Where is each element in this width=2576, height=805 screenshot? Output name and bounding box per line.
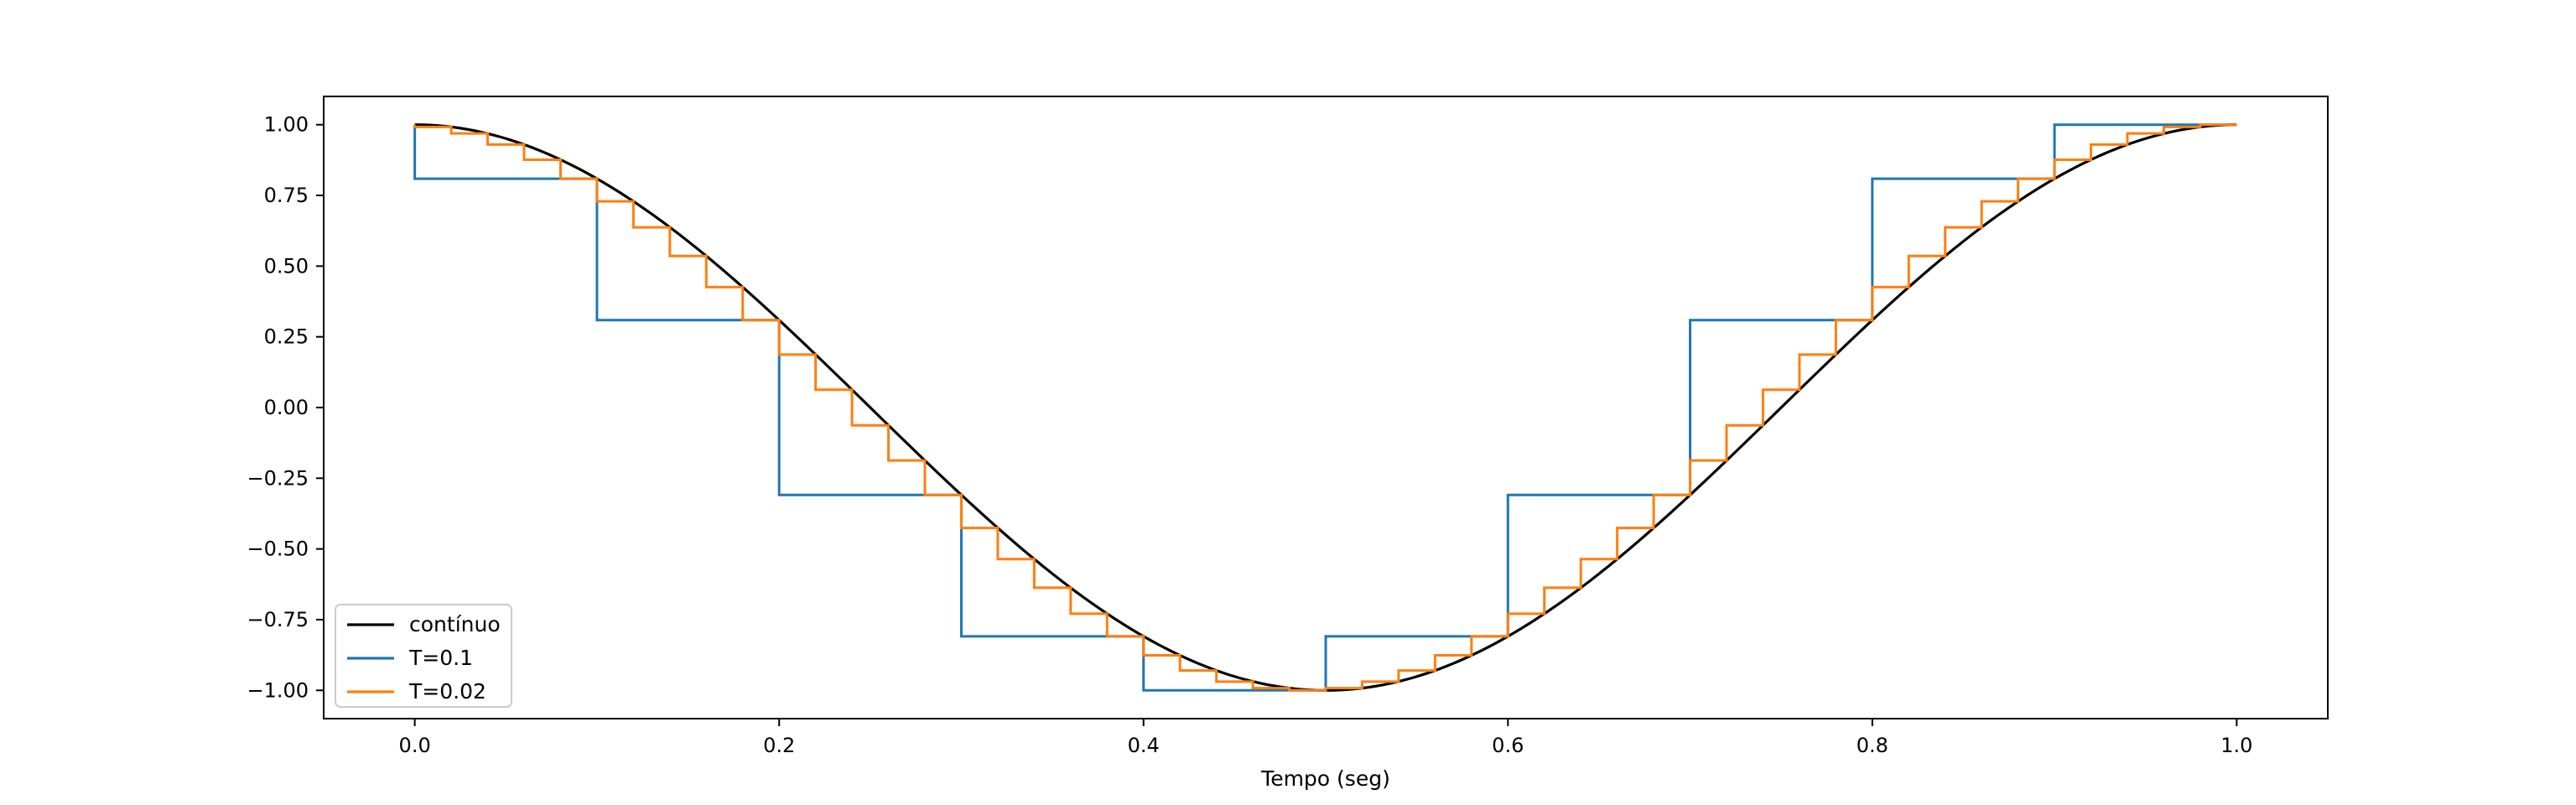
y-tick-label: −1.00 xyxy=(247,678,309,702)
x-tick-label: 0.4 xyxy=(1128,734,1160,757)
x-tick-label: 0.8 xyxy=(1857,734,1888,757)
plot-area xyxy=(413,123,2237,692)
legend-label-2: T=0.1 xyxy=(408,646,473,670)
x-axis-ticks: 0.0 0.2 0.4 0.6 0.8 1.0 xyxy=(399,719,2252,757)
x-tick-label: 0.6 xyxy=(1492,734,1524,757)
x-tick-label: 1.0 xyxy=(2220,734,2252,757)
plot-frame xyxy=(323,96,2329,719)
y-tick-label: 0.25 xyxy=(264,325,309,349)
x-tick-label: 0.0 xyxy=(399,734,431,757)
y-tick-label: −0.75 xyxy=(247,608,309,631)
legend-label-1: contínuo xyxy=(409,612,501,636)
legend-label-3: T=0.02 xyxy=(408,679,486,704)
series-line-3 xyxy=(413,123,2237,692)
y-tick-label: 0.50 xyxy=(264,254,309,278)
y-tick-label: 0.75 xyxy=(264,184,309,207)
y-tick-label: 0.00 xyxy=(264,396,309,419)
y-tick-label: 1.00 xyxy=(264,113,309,137)
x-axis-label: Tempo (seg) xyxy=(1260,766,1390,791)
legend: contínuo T=0.1 T=0.02 xyxy=(335,604,512,708)
legend-box xyxy=(335,604,512,708)
y-tick-label: −0.25 xyxy=(247,466,309,490)
x-tick-label: 0.2 xyxy=(763,734,795,757)
y-tick-label: −0.50 xyxy=(247,538,309,561)
y-axis-ticks: 1.00 0.75 0.50 0.25 0.00 −0.25 −0.50 −0.75 −1.00 xyxy=(247,113,324,702)
